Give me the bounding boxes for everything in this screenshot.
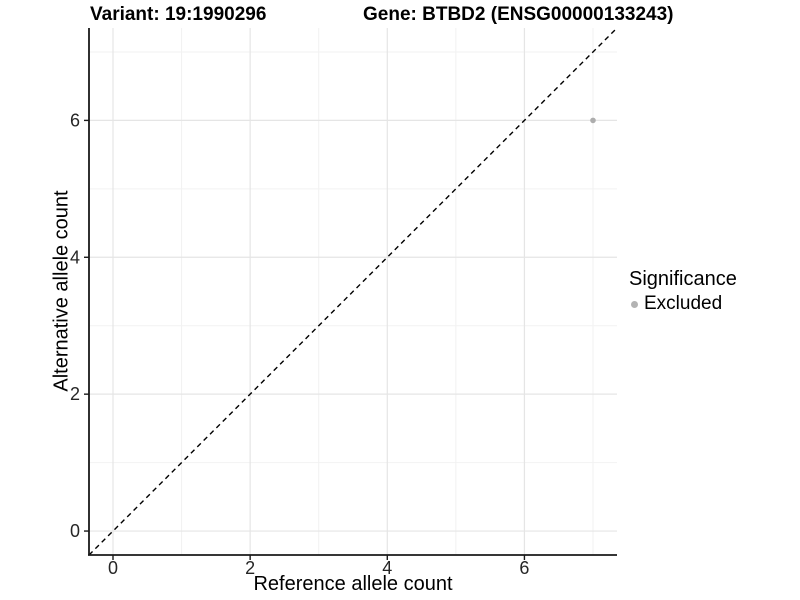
y-tick-label: 2 — [70, 384, 80, 404]
legend-point-icon — [631, 300, 638, 308]
legend: Significance Excluded — [629, 267, 737, 315]
x-axis-title: Reference allele count — [253, 573, 453, 595]
x-tick-label: 2 — [245, 558, 255, 578]
y-tick-label: 6 — [70, 110, 80, 130]
legend-item-label: Excluded — [644, 293, 723, 314]
y-tick-label: 0 — [70, 521, 80, 541]
data-point — [590, 117, 596, 124]
y-tick-label: 4 — [70, 247, 80, 267]
x-tick-label: 4 — [382, 558, 392, 578]
identity-reference-line — [88, 27, 618, 556]
plot-title-variant: Variant: 19:1990296 — [90, 4, 267, 25]
legend-item-excluded: Excluded — [629, 293, 737, 315]
y-axis-title: Alternative allele count — [50, 190, 73, 392]
x-tick-label: 6 — [519, 558, 529, 578]
plot-title-gene: Gene: BTBD2 (ENSG00000133243) — [363, 4, 674, 25]
x-tick-label: 0 — [108, 558, 118, 578]
legend-title: Significance — [629, 268, 737, 290]
